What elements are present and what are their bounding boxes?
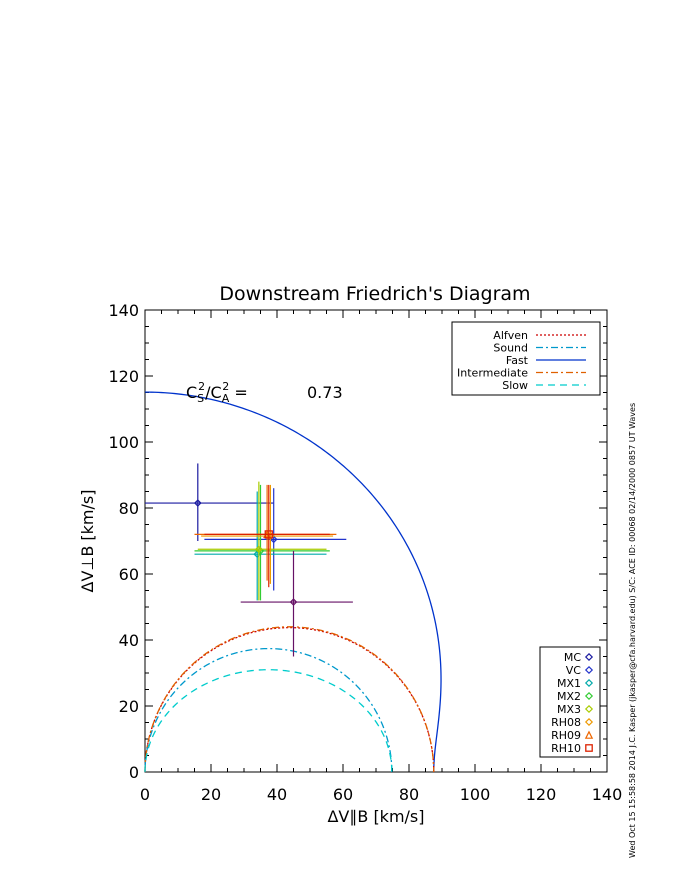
point-legend-label: RH10: [551, 742, 581, 755]
slow-curve: [144, 669, 393, 773]
data-point-marker: [264, 530, 273, 539]
data-points: [145, 463, 353, 657]
point-legend-label: RH08: [551, 716, 581, 729]
side-caption: Wed Oct 15 15:58:58 2014 J.C. Kasper (jk…: [628, 403, 637, 858]
x-tick-label: 80: [399, 785, 419, 804]
y-tick-label: 100: [108, 433, 139, 452]
line-legend-label: Alfven: [493, 329, 528, 342]
point-legend-marker: [584, 717, 594, 727]
fast-curve: [144, 391, 442, 773]
point-legend-marker: [584, 730, 594, 739]
sound-curve: [144, 647, 393, 773]
wave-curves: [144, 391, 442, 773]
x-tick-label: 140: [592, 785, 623, 804]
x-tick-label: 0: [140, 785, 150, 804]
y-tick-label: 80: [119, 499, 139, 518]
point-legend-marker: [584, 691, 594, 701]
point-legend-marker: [584, 678, 594, 688]
y-tick-label: 60: [119, 565, 139, 584]
data-point-marker: [289, 598, 298, 606]
point-legend-marker: [585, 744, 593, 752]
line-legend-label: Sound: [493, 342, 528, 355]
chart-title: Downstream Friedrich's Diagram: [219, 283, 530, 305]
x-tick-label: 120: [526, 785, 557, 804]
x-tick-label: 100: [460, 785, 491, 804]
y-axis-label: ΔV⊥B [km/s]: [78, 490, 97, 593]
x-tick-label: 20: [201, 785, 221, 804]
point-legend-marker: [584, 665, 594, 675]
point-legend-label: MC: [564, 651, 581, 664]
y-tick-label: 120: [108, 367, 139, 386]
y-tick-label: 0: [129, 763, 139, 782]
y-tick-label: 40: [119, 631, 139, 650]
point-legend-label: MX3: [557, 703, 581, 716]
point-legend-marker: [584, 704, 594, 714]
line-legend-label: Fast: [506, 354, 529, 367]
data-point-marker: [255, 545, 263, 554]
line-legend-label: Intermediate: [457, 367, 528, 380]
data-point-marker: [193, 499, 202, 507]
point-legend-marker: [584, 652, 594, 662]
intermediate-curve: [144, 626, 435, 773]
point-legend-label: RH09: [551, 729, 581, 742]
line-legend-label: Slow: [502, 379, 528, 392]
y-tick-label: 140: [108, 301, 139, 320]
point-legend-label: MX1: [557, 677, 581, 690]
x-tick-label: 40: [267, 785, 287, 804]
axis-ticks: 0 20 40 60 80 100 120 140 0 20 40 60 80 100 120 140: [108, 301, 622, 804]
speed-ratio-value: 0.73: [307, 383, 343, 402]
x-tick-label: 60: [333, 785, 353, 804]
speed-ratio-annotation: CS2/CA2 =: [186, 380, 248, 405]
point-legend-label: VC: [566, 664, 582, 677]
point-legend-label: MX2: [557, 690, 581, 703]
x-axis-label: ΔV∥B [km/s]: [327, 807, 424, 826]
y-tick-label: 20: [119, 697, 139, 716]
